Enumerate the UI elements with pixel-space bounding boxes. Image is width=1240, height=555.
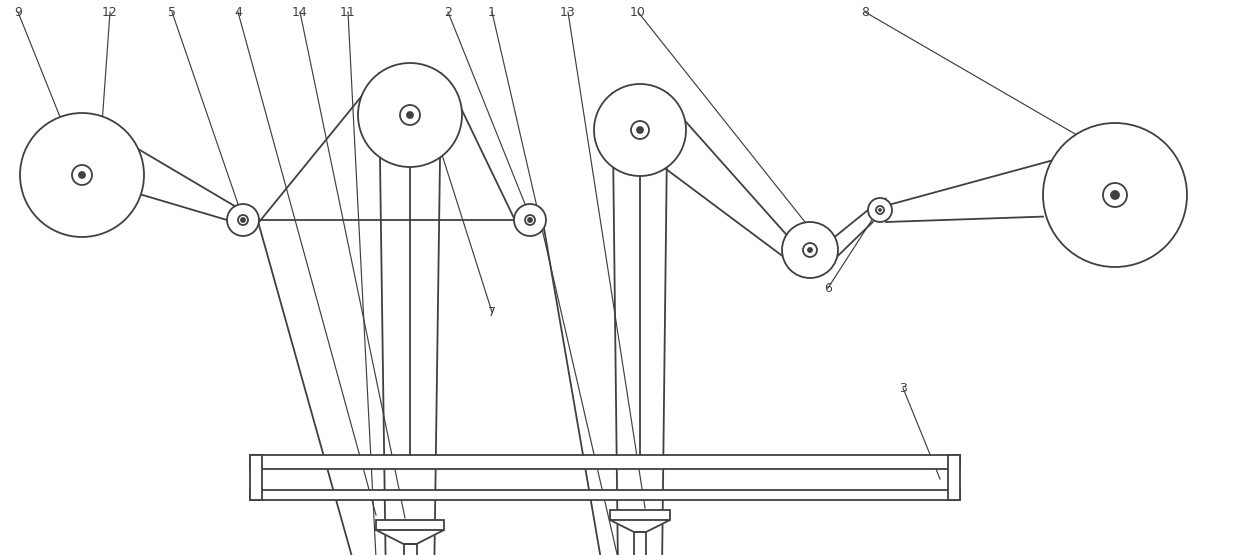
Bar	[634, 532, 646, 555]
Text: 12: 12	[102, 6, 118, 18]
Text: 8: 8	[861, 6, 869, 18]
Text: 2: 2	[444, 6, 451, 18]
Circle shape	[241, 218, 246, 222]
Bar	[403, 544, 417, 555]
Circle shape	[879, 209, 880, 211]
Circle shape	[594, 84, 686, 176]
Polygon shape	[376, 530, 444, 544]
Text: 6: 6	[825, 281, 832, 295]
Polygon shape	[610, 520, 670, 532]
Text: 9: 9	[14, 6, 22, 18]
Circle shape	[782, 222, 838, 278]
Bar	[376, 520, 444, 530]
Circle shape	[528, 218, 532, 222]
Bar	[250, 455, 960, 469]
Circle shape	[1104, 183, 1127, 207]
Text: 5: 5	[167, 6, 176, 18]
Text: 14: 14	[293, 6, 308, 18]
Text: 3: 3	[899, 381, 906, 395]
Circle shape	[227, 204, 259, 236]
Text: 7: 7	[489, 305, 496, 319]
Circle shape	[525, 215, 534, 225]
Circle shape	[637, 127, 644, 133]
Circle shape	[20, 113, 144, 237]
Bar	[250, 455, 262, 500]
Circle shape	[407, 112, 413, 118]
Circle shape	[808, 248, 812, 252]
Circle shape	[72, 165, 92, 185]
Circle shape	[238, 215, 248, 225]
Circle shape	[401, 105, 420, 125]
Circle shape	[79, 172, 86, 178]
Bar	[949, 455, 960, 500]
Circle shape	[1111, 191, 1118, 199]
Text: 11: 11	[340, 6, 356, 18]
Circle shape	[631, 121, 649, 139]
Text: 13: 13	[560, 6, 575, 18]
Text: 10: 10	[630, 6, 646, 18]
Bar	[250, 490, 960, 500]
Circle shape	[515, 204, 546, 236]
Circle shape	[804, 243, 817, 257]
Bar	[610, 510, 670, 520]
Text: 1: 1	[489, 6, 496, 18]
Circle shape	[358, 63, 463, 167]
Circle shape	[868, 198, 892, 222]
Circle shape	[875, 206, 884, 214]
Circle shape	[1043, 123, 1187, 267]
Text: 4: 4	[234, 6, 242, 18]
